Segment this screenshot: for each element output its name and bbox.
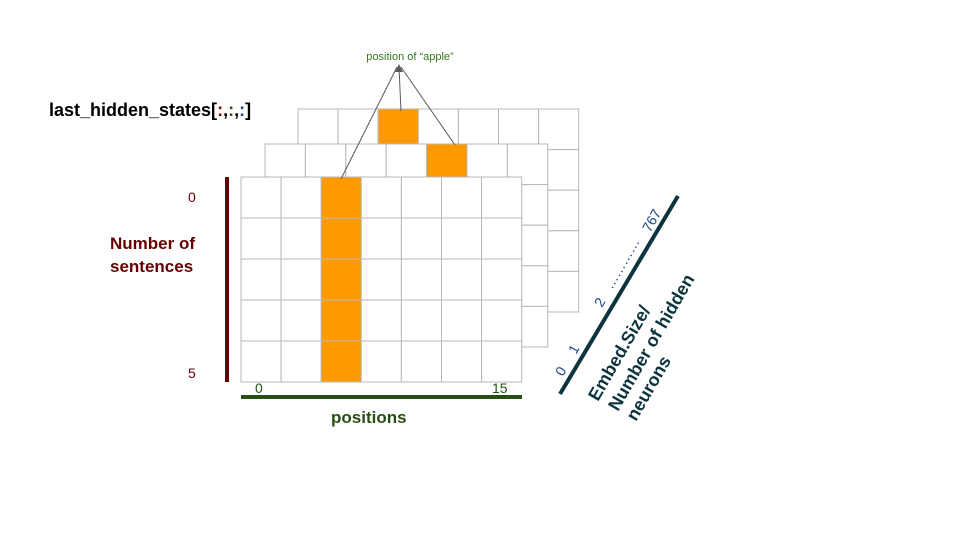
sentence-axis-end: 5 [188,365,196,381]
grid-cell [400,258,442,301]
grid-cell [280,217,322,260]
title-comma-2: , [234,100,240,120]
grid-cell [240,340,282,383]
position-axis-end: 15 [492,380,508,396]
grid-cell [280,340,322,383]
highlight-cell [320,340,362,383]
grid-cell [441,340,483,383]
grid-cell [360,176,402,219]
apple-position-annotation: position of “apple” [366,51,454,63]
grid-cell [498,108,540,151]
grid-cell [481,176,523,219]
annotation-arrow-middle [398,66,402,112]
grid-cell [240,217,282,260]
embed-axis-line [558,194,680,396]
highlight-cell [320,217,362,260]
grid-cell [481,340,523,383]
highlight-cell [320,258,362,301]
embed-tick-2: 2 [591,295,609,310]
title-prefix: last_hidden_states[ [49,100,218,120]
grid-cell [280,176,322,219]
grid-cell [360,340,402,383]
tensor-expression: last_hidden_states[:,:,:] [49,100,251,121]
grid-cell [400,176,442,219]
grid-cell [337,108,379,151]
grid-cell [360,299,402,342]
sentence-axis-label-line1: Number of [110,234,195,253]
highlight-cell [320,299,362,342]
grid-cell [297,108,339,151]
position-axis-label: positions [331,408,407,427]
annotation-arrow-left [340,66,398,180]
grid-cell [280,299,322,342]
grid-cell [481,258,523,301]
embed-tick-1: 1 [565,342,583,357]
title-comma-1: , [223,100,229,120]
position-axis-start: 0 [255,380,263,396]
embed-axis-label: Embed.Size/ Number of hidden neurons [584,271,698,424]
annotation-arrow-right [400,66,456,146]
title-suffix: ] [245,100,252,120]
grid-cell [400,299,442,342]
embedding-layer-front [240,176,523,383]
grid-cell [441,176,483,219]
grid-cell [240,258,282,301]
grid-cell [441,299,483,342]
grid-cell [400,217,442,260]
sentence-axis-label-line2: sentences [110,257,194,276]
grid-cell [481,299,523,342]
grid-cell [400,340,442,383]
grid-cell [240,299,282,342]
sentence-slice-colon: : [217,100,224,120]
grid-cell [360,258,402,301]
sentence-axis-start: 0 [188,189,196,205]
embed-tick-0: 0 [552,364,570,379]
embed-tick-767: 767 [639,206,665,234]
arrow-head [395,64,403,72]
grid-cell [280,258,322,301]
highlight-cell [320,176,362,219]
grid-cell [481,217,523,260]
grid-cell [240,176,282,219]
position-slice-colon: : [228,100,235,120]
embed-slice-colon: : [239,100,246,120]
grid-cell [441,258,483,301]
grid-cell [441,217,483,260]
grid-cell [360,217,402,260]
